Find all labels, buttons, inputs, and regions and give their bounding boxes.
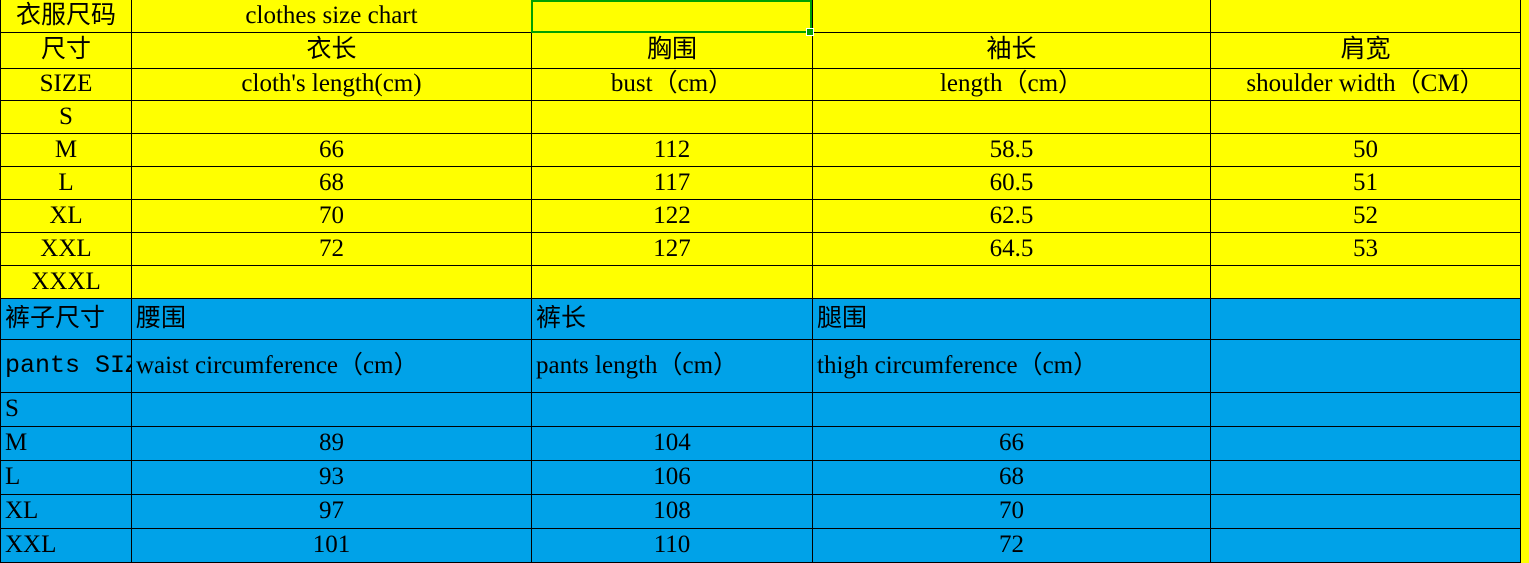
pants-header-en-size[interactable]: pants SIZE — [0, 339, 132, 393]
cell-pants-extra[interactable] — [1210, 494, 1521, 529]
cell-thigh[interactable] — [812, 392, 1211, 427]
cell-shoulder-width[interactable] — [1210, 100, 1521, 134]
pants-header-cn-waist[interactable]: 腰围 — [131, 298, 532, 340]
cell-pants-length[interactable]: 110 — [531, 528, 813, 563]
cell-pants-extra[interactable] — [1210, 460, 1521, 495]
cell-thigh[interactable]: 70 — [812, 494, 1211, 529]
cell-pants-length[interactable]: 106 — [531, 460, 813, 495]
cell-pants-size[interactable]: M — [0, 426, 132, 461]
table-row: XL 97 108 70 — [0, 494, 1521, 529]
cell-size[interactable]: XXL — [0, 232, 132, 266]
pants-header-en-row: pants SIZE waist circumference（cm） pants… — [0, 339, 1521, 393]
header-en-shoulder-width[interactable]: shoulder width（CM） — [1210, 68, 1521, 101]
cell-sleeve-length[interactable]: 60.5 — [812, 166, 1211, 200]
pants-header-en-pants-length[interactable]: pants length（cm） — [531, 339, 813, 393]
bust-title-cell[interactable] — [531, 0, 813, 33]
pants-header-cn-row: 裤子尺寸 腰围 裤长 腿围 — [0, 298, 1521, 340]
cell-thigh[interactable]: 68 — [812, 460, 1211, 495]
cell-waist[interactable]: 97 — [131, 494, 532, 529]
cell-size[interactable]: XXXL — [0, 265, 132, 299]
cell-shoulder-width[interactable]: 51 — [1210, 166, 1521, 200]
clothes-header-en-row: SIZE cloth's length(cm) bust（cm） length（… — [0, 68, 1521, 101]
pants-header-cn-thigh[interactable]: 腿围 — [812, 298, 1211, 340]
cell-bust[interactable] — [531, 265, 813, 299]
pants-header-en-extra[interactable] — [1210, 339, 1521, 393]
cell-cloth-length[interactable]: 66 — [131, 133, 532, 167]
cell-cloth-length[interactable]: 72 — [131, 232, 532, 266]
table-row: XXL 101 110 72 — [0, 528, 1521, 563]
pants-header-cn-size[interactable]: 裤子尺寸 — [0, 298, 132, 340]
header-en-bust[interactable]: bust（cm） — [531, 68, 813, 101]
cell-shoulder-width[interactable]: 53 — [1210, 232, 1521, 266]
pants-header-cn-extra[interactable] — [1210, 298, 1521, 340]
cell-waist[interactable]: 101 — [131, 528, 532, 563]
cell-pants-size[interactable]: L — [0, 460, 132, 495]
header-cn-size[interactable]: 尺寸 — [0, 32, 132, 69]
clothes-header-cn-row: 尺寸 衣长 胸围 袖长 肩宽 — [0, 32, 1521, 69]
cell-pants-length[interactable]: 104 — [531, 426, 813, 461]
cell-cloth-length[interactable]: 68 — [131, 166, 532, 200]
cell-pants-length[interactable] — [531, 392, 813, 427]
cell-cloth-length[interactable]: 70 — [131, 199, 532, 233]
shoulder-title-cell[interactable] — [1210, 0, 1521, 33]
header-cn-shoulder-width[interactable]: 肩宽 — [1210, 32, 1521, 69]
fill-handle[interactable] — [806, 28, 814, 36]
cell-bust[interactable] — [531, 100, 813, 134]
cell-waist[interactable]: 93 — [131, 460, 532, 495]
cell-sleeve-length[interactable]: 64.5 — [812, 232, 1211, 266]
table-row: XXXL — [0, 265, 1521, 299]
sleeve-title-cell[interactable] — [812, 0, 1211, 33]
cell-sleeve-length[interactable]: 62.5 — [812, 199, 1211, 233]
header-cn-sleeve-length[interactable]: 袖长 — [812, 32, 1211, 69]
table-row: L 68 117 60.5 51 — [0, 166, 1521, 200]
cell-size[interactable]: S — [0, 100, 132, 134]
cell-bust[interactable]: 127 — [531, 232, 813, 266]
pants-header-en-waist[interactable]: waist circumference（cm） — [131, 339, 532, 393]
header-en-cloth-length[interactable]: cloth's length(cm) — [131, 68, 532, 101]
cell-pants-extra[interactable] — [1210, 392, 1521, 427]
cell-waist[interactable] — [131, 392, 532, 427]
cell-pants-size[interactable]: XL — [0, 494, 132, 529]
cell-thigh[interactable]: 72 — [812, 528, 1211, 563]
cell-cloth-length[interactable] — [131, 100, 532, 134]
table-row: XXL 72 127 64.5 53 — [0, 232, 1521, 266]
table-row: XL 70 122 62.5 52 — [0, 199, 1521, 233]
cell-pants-length[interactable]: 108 — [531, 494, 813, 529]
clothes-title-en[interactable]: clothes size chart — [131, 0, 532, 33]
header-cn-bust[interactable]: 胸围 — [531, 32, 813, 69]
cell-bust[interactable]: 112 — [531, 133, 813, 167]
cell-pants-extra[interactable] — [1210, 528, 1521, 563]
table-row: S — [0, 392, 1521, 427]
table-row: M 66 112 58.5 50 — [0, 133, 1521, 167]
cell-sleeve-length[interactable] — [812, 265, 1211, 299]
clothes-title-row: 衣服尺码 clothes size chart — [0, 0, 1521, 33]
table-row: S — [0, 100, 1521, 134]
cell-thigh[interactable]: 66 — [812, 426, 1211, 461]
clothes-title-cn[interactable]: 衣服尺码 — [0, 0, 132, 33]
cell-waist[interactable]: 89 — [131, 426, 532, 461]
cell-sleeve-length[interactable] — [812, 100, 1211, 134]
cell-bust[interactable]: 117 — [531, 166, 813, 200]
cell-bust[interactable]: 122 — [531, 199, 813, 233]
cell-size[interactable]: XL — [0, 199, 132, 233]
cell-pants-size[interactable]: S — [0, 392, 132, 427]
header-en-size[interactable]: SIZE — [0, 68, 132, 101]
pants-header-cn-pants-length[interactable]: 裤长 — [531, 298, 813, 340]
cell-shoulder-width[interactable]: 52 — [1210, 199, 1521, 233]
cell-size[interactable]: L — [0, 166, 132, 200]
cell-cloth-length[interactable] — [131, 265, 532, 299]
cell-pants-extra[interactable] — [1210, 426, 1521, 461]
pants-header-en-thigh[interactable]: thigh circumference（cm） — [812, 339, 1211, 393]
cell-pants-size[interactable]: XXL — [0, 528, 132, 563]
cell-shoulder-width[interactable] — [1210, 265, 1521, 299]
cell-size[interactable]: M — [0, 133, 132, 167]
header-cn-cloth-length[interactable]: 衣长 — [131, 32, 532, 69]
table-row: M 89 104 66 — [0, 426, 1521, 461]
header-en-sleeve-length[interactable]: length（cm） — [812, 68, 1211, 101]
table-row: L 93 106 68 — [0, 460, 1521, 495]
cell-sleeve-length[interactable]: 58.5 — [812, 133, 1211, 167]
cell-shoulder-width[interactable]: 50 — [1210, 133, 1521, 167]
